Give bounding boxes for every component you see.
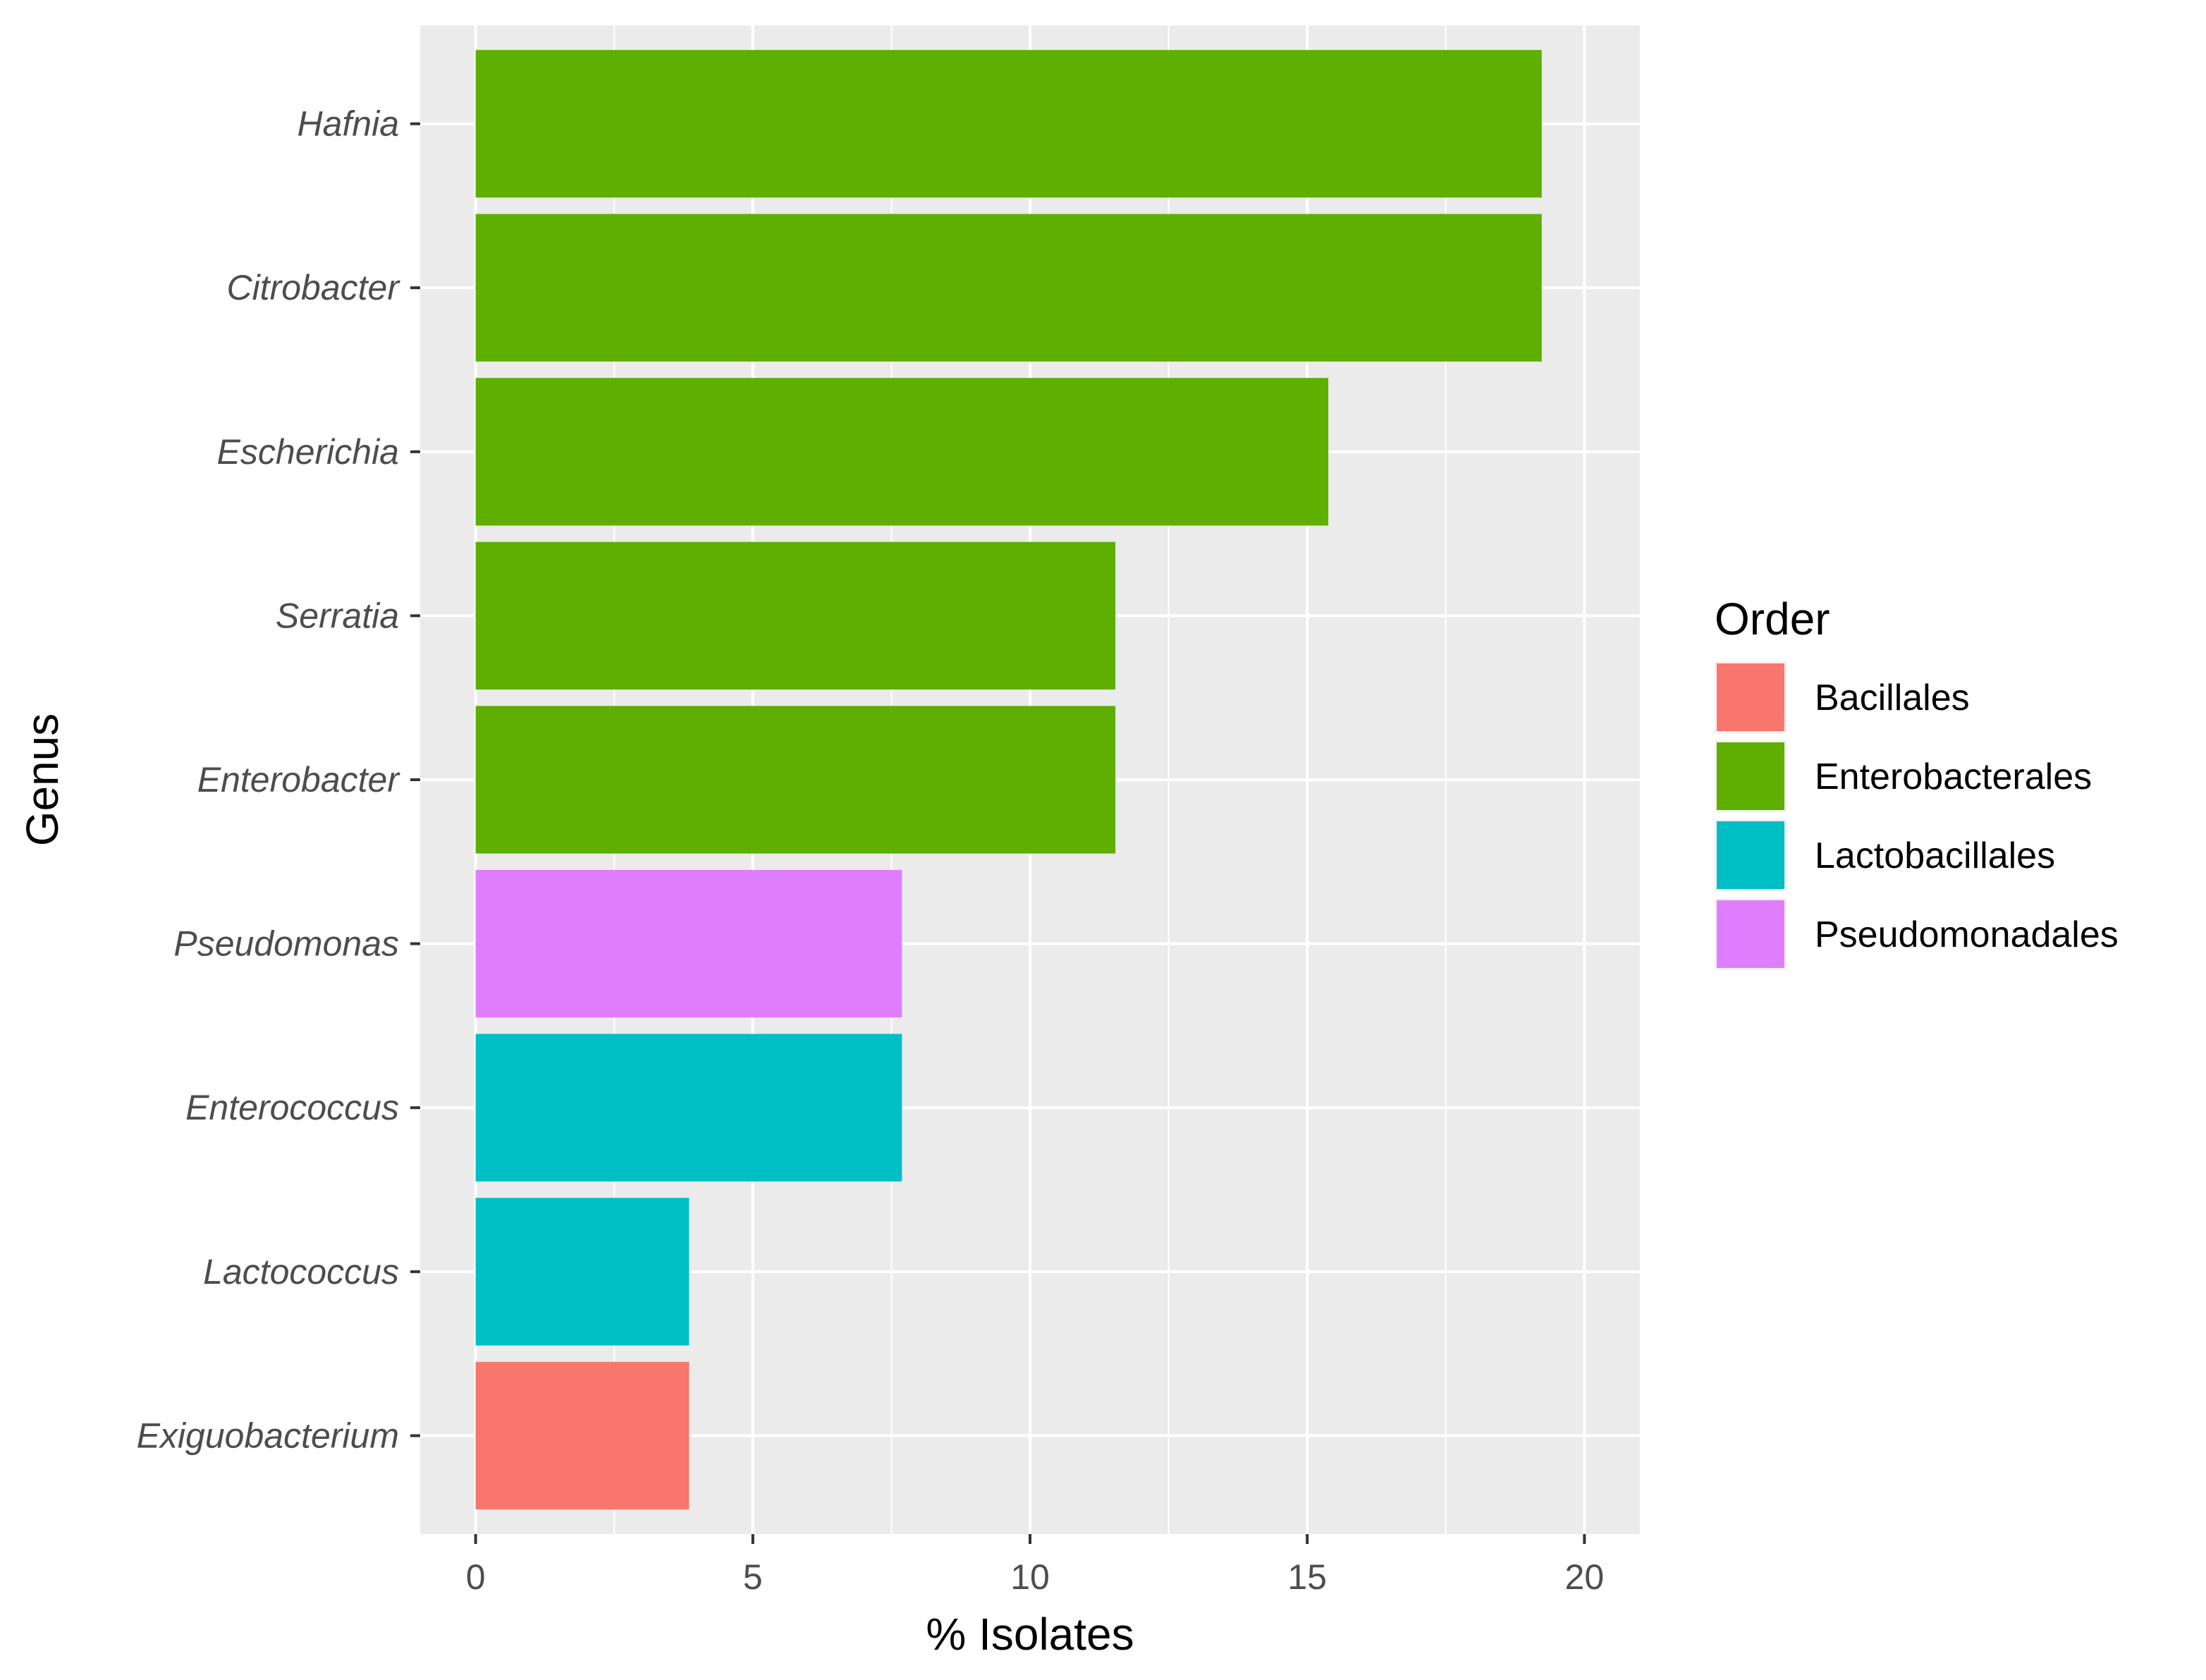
legend-swatch-enterobacterales <box>1717 742 1784 810</box>
y-axis: Hafnia Citrobacter Escherichia Serratia Ente… <box>137 104 420 1455</box>
bar-pseudomonas <box>475 869 902 1018</box>
bar-enterococcus <box>475 1034 902 1182</box>
legend-swatch-bacillales <box>1717 663 1784 731</box>
x-tick-label: 0 <box>466 1557 486 1597</box>
legend-label: Enterobacterales <box>1815 756 2092 797</box>
legend-label: Lactobacillales <box>1815 835 2055 876</box>
y-tick-label: Serratia <box>276 596 399 635</box>
bar-serratia <box>475 541 1116 690</box>
legend-swatch-pseudomonadales <box>1717 900 1784 968</box>
x-tick-label: 10 <box>1010 1557 1050 1597</box>
y-tick-label: Lactococcus <box>203 1252 399 1292</box>
bar-hafnia <box>475 49 1542 198</box>
legend-label: Bacillales <box>1815 677 1970 718</box>
bars-group <box>475 49 1542 1510</box>
bar-citrobacter <box>475 214 1542 362</box>
x-tick-label: 20 <box>1565 1557 1605 1597</box>
y-axis-title: Genus <box>17 713 68 847</box>
x-tick-label: 15 <box>1287 1557 1327 1597</box>
bar-enterobacter <box>475 706 1116 854</box>
y-tick-label: Enterococcus <box>185 1088 399 1127</box>
legend-label: Pseudomonadales <box>1815 914 2119 955</box>
bar-lactococcus <box>475 1198 690 1346</box>
y-tick-label: Pseudomonas <box>173 924 399 964</box>
x-axis: 0 5 10 15 20 <box>466 1534 1604 1597</box>
y-tick-label: Exiguobacterium <box>137 1416 399 1455</box>
y-tick-label: Enterobacter <box>197 760 401 799</box>
bar-exiguobacterium <box>475 1361 690 1510</box>
x-tick-label: 5 <box>743 1557 763 1597</box>
y-tick-label: Escherichia <box>217 432 399 472</box>
y-tick-label: Citrobacter <box>226 268 400 307</box>
bar-escherichia <box>475 378 1329 526</box>
legend-title: Order <box>1715 594 1830 644</box>
legend-swatch-lactobacillales <box>1717 821 1784 889</box>
y-tick-label: Hafnia <box>297 104 399 144</box>
legend: Order Bacillales Enterobacterales Lactobac… <box>1715 594 2119 970</box>
x-axis-title: % Isolates <box>926 1609 1134 1660</box>
